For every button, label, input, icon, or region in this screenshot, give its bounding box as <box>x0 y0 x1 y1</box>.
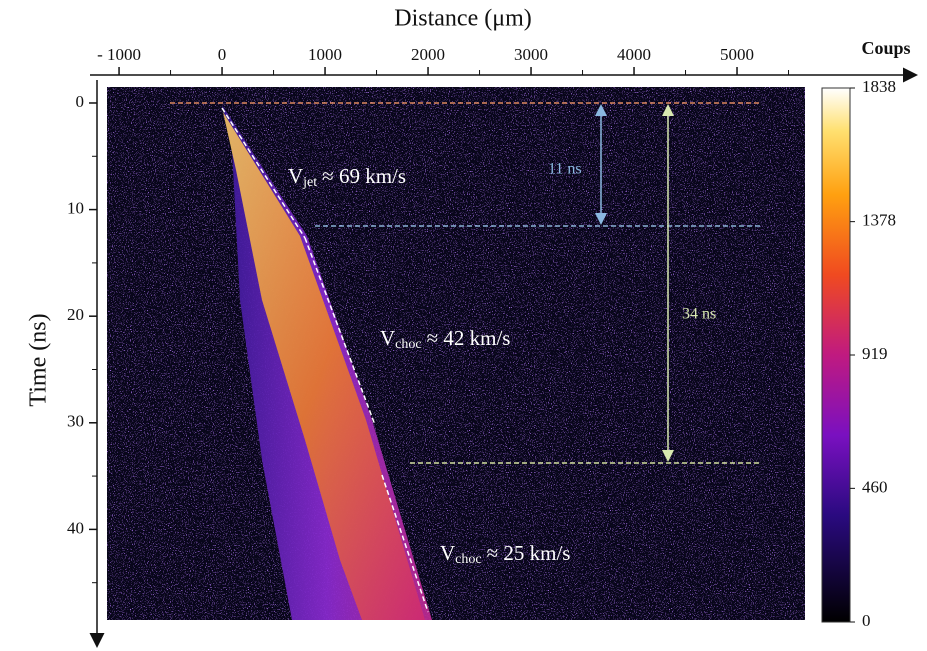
y-tick-label: 40 <box>67 518 84 537</box>
colorbar-tick-label: 460 <box>862 477 888 496</box>
colorbar-tick-label: 919 <box>862 344 888 363</box>
x-tick-label: 5000 <box>720 45 754 64</box>
y-tick-label: 30 <box>67 412 84 431</box>
interval-label: 34 ns <box>682 306 716 323</box>
x-tick-label: 2000 <box>411 45 445 64</box>
y-tick-label: 0 <box>76 92 85 111</box>
colorbar-tick-label: 0 <box>862 611 871 630</box>
interval-label: 11 ns <box>548 161 582 178</box>
streak-image <box>107 87 805 620</box>
x-tick-label: - 1000 <box>97 45 141 64</box>
colorbar-tick-label: 1378 <box>862 211 896 230</box>
x-tick-label: 0 <box>218 45 227 64</box>
x-tick-label: 1000 <box>308 45 342 64</box>
y-tick-label: 10 <box>67 198 84 217</box>
y-tick-label: 20 <box>67 305 84 324</box>
colorbar-tick-label: 1838 <box>862 77 896 96</box>
velocity-label: Vchoc ≈ 25 km/s <box>440 541 570 567</box>
y-axis-title: Time (ns) <box>26 313 52 406</box>
velocity-label: Vjet ≈ 69 km/s <box>288 164 406 190</box>
colorbar <box>821 87 851 623</box>
x-tick-label: 3000 <box>514 45 548 64</box>
velocity-label: Vchoc ≈ 42 km/s <box>380 326 510 352</box>
x-axis-title: Distance (μm) <box>394 6 531 32</box>
x-tick-label: 4000 <box>617 45 651 64</box>
colorbar-title: Coups <box>861 38 910 58</box>
